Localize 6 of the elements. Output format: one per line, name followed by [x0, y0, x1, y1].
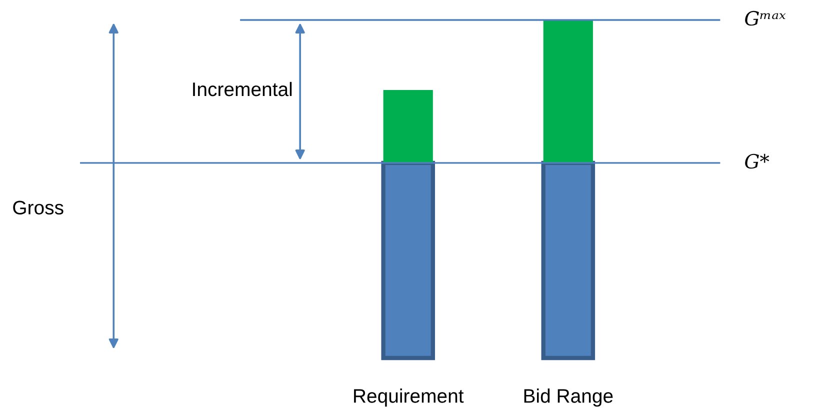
text: Gross: [13, 200, 64, 214]
ref-line-label: Gᵐᵃˣ: [745, 10, 786, 26]
ref-line-label: G*: [745, 154, 770, 169]
annotation: Incremental: [193, 82, 292, 96]
x-tick-label: Bid Range: [524, 388, 613, 407]
x-tick-label: Requirement: [354, 388, 464, 407]
